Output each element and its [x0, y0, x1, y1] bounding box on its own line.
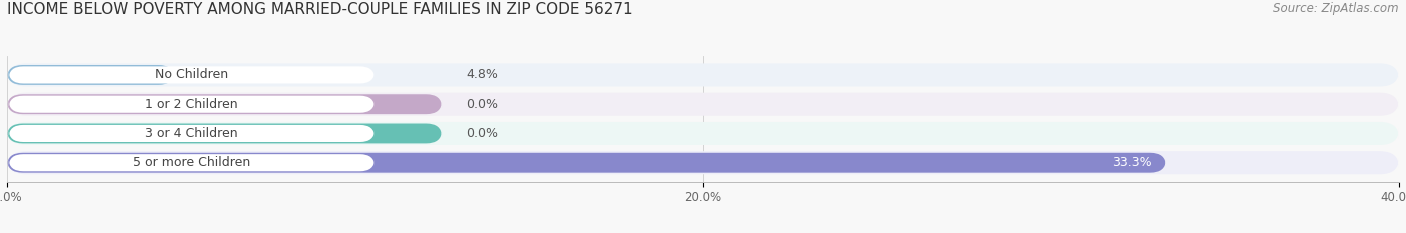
FancyBboxPatch shape [7, 94, 441, 114]
Text: No Children: No Children [155, 69, 228, 82]
FancyBboxPatch shape [8, 66, 374, 83]
FancyBboxPatch shape [8, 125, 374, 142]
Text: 3 or 4 Children: 3 or 4 Children [145, 127, 238, 140]
FancyBboxPatch shape [8, 154, 374, 171]
FancyBboxPatch shape [7, 65, 174, 85]
FancyBboxPatch shape [7, 123, 441, 143]
Text: 5 or more Children: 5 or more Children [132, 156, 250, 169]
FancyBboxPatch shape [7, 63, 1399, 86]
Text: 0.0%: 0.0% [467, 98, 498, 111]
FancyBboxPatch shape [7, 122, 1399, 145]
FancyBboxPatch shape [8, 96, 374, 113]
Text: 0.0%: 0.0% [467, 127, 498, 140]
FancyBboxPatch shape [7, 93, 1399, 116]
Text: 1 or 2 Children: 1 or 2 Children [145, 98, 238, 111]
Text: 4.8%: 4.8% [467, 69, 498, 82]
FancyBboxPatch shape [7, 151, 1399, 174]
Text: 33.3%: 33.3% [1112, 156, 1152, 169]
FancyBboxPatch shape [7, 153, 1166, 173]
Text: INCOME BELOW POVERTY AMONG MARRIED-COUPLE FAMILIES IN ZIP CODE 56271: INCOME BELOW POVERTY AMONG MARRIED-COUPL… [7, 2, 633, 17]
Text: Source: ZipAtlas.com: Source: ZipAtlas.com [1274, 2, 1399, 15]
